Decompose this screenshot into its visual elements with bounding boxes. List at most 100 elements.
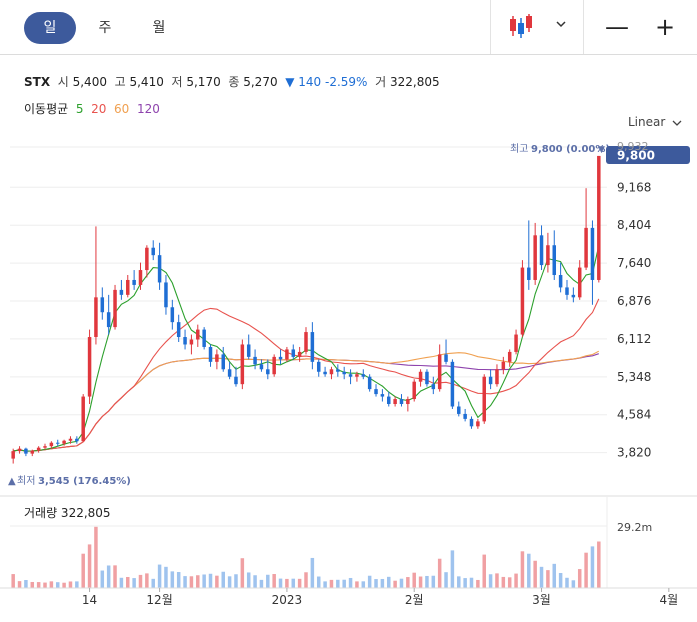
candle-body	[240, 344, 245, 385]
candle-body	[431, 384, 436, 390]
candle	[297, 346, 302, 362]
candle	[406, 396, 410, 412]
candle	[387, 391, 391, 407]
candle	[482, 374, 486, 424]
chart-type-selector[interactable]	[490, 0, 584, 54]
candle-body	[520, 267, 525, 335]
volume-bar	[342, 579, 346, 588]
y-tick-label: 6,112	[617, 332, 651, 346]
volume-bar	[533, 560, 537, 588]
candle-body	[577, 267, 582, 298]
candle	[68, 436, 73, 444]
low-label: 저	[171, 75, 183, 89]
volume-bar	[514, 573, 518, 588]
candle-body	[75, 438, 79, 442]
candle-body	[552, 245, 557, 276]
candle	[380, 389, 385, 402]
candle	[183, 329, 187, 350]
change-value: ▼ 140 -2.59%	[285, 75, 368, 89]
candle	[164, 275, 168, 315]
volume-bar	[323, 581, 327, 588]
volume-bar	[558, 573, 563, 588]
zoom-out-button[interactable]: —	[605, 13, 629, 41]
volume-bar	[552, 563, 557, 588]
candle	[36, 446, 41, 453]
volume-bar	[444, 572, 448, 588]
candle	[126, 275, 130, 298]
candle-body	[348, 374, 353, 377]
candle-body	[457, 406, 461, 414]
candle-body	[106, 312, 111, 328]
volume-bar	[546, 570, 550, 588]
volume-bar	[387, 576, 391, 588]
candle-body	[304, 332, 308, 352]
candle	[234, 366, 238, 387]
candle	[55, 439, 60, 447]
candle	[418, 369, 423, 387]
zoom-in-button[interactable]: +	[654, 13, 676, 41]
scale-selector[interactable]: Linear	[628, 115, 683, 129]
low-marker-arrow: ▲	[8, 476, 16, 487]
volume-bar	[176, 572, 181, 588]
volume-bar	[30, 581, 35, 588]
candle-body	[507, 351, 512, 362]
candle-body	[316, 361, 321, 372]
volume-label: 거	[375, 75, 387, 89]
volume-bar	[202, 574, 206, 588]
period-day-button[interactable]: 일	[24, 12, 76, 44]
candle	[374, 384, 378, 397]
candle	[304, 327, 308, 355]
volume-bar	[196, 575, 200, 588]
volume-bar	[208, 573, 213, 588]
period-month-button[interactable]: 월	[152, 20, 166, 36]
last-price-badge	[606, 146, 690, 164]
volume-bar	[126, 576, 130, 588]
volume-bar	[87, 544, 92, 588]
candle-body	[259, 364, 264, 370]
volume-bar	[170, 571, 175, 588]
candle	[310, 322, 315, 370]
volume-bar	[425, 575, 429, 588]
candle-body	[138, 270, 143, 285]
volume-bar	[157, 564, 162, 588]
ma-60-label: 60	[114, 102, 130, 116]
low-marker-value: 3,545 (176.45%)	[38, 476, 131, 487]
candle	[476, 418, 480, 429]
candle	[488, 369, 493, 390]
volume-bar	[590, 546, 595, 588]
volume-bar	[527, 553, 531, 588]
volume-bar	[495, 573, 499, 588]
candle-body	[444, 354, 448, 362]
candle-body	[425, 371, 429, 385]
volume-bar	[145, 573, 149, 588]
volume-bar	[367, 575, 372, 588]
volume-bar	[81, 553, 85, 588]
volume-bar	[418, 576, 423, 588]
volume-bar	[113, 565, 117, 588]
period-week-button[interactable]: 주	[98, 20, 112, 36]
candle	[253, 349, 257, 370]
x-tick-label: 3월	[532, 593, 551, 607]
candle-body	[157, 255, 162, 283]
candle	[176, 314, 181, 342]
low-marker-label: 최저	[17, 475, 35, 487]
candle-body	[393, 399, 397, 405]
candle-body	[571, 294, 576, 298]
moving-average-legend: 이동평균 5 20 60 120	[24, 100, 160, 117]
volume-bar	[11, 574, 15, 588]
volume-bar	[431, 575, 436, 588]
candle	[444, 339, 448, 365]
candle-body	[418, 371, 423, 382]
candle	[145, 245, 149, 278]
volume-bar	[234, 574, 238, 588]
candle-body	[514, 334, 518, 352]
volume-bar	[412, 572, 416, 588]
candle-body	[17, 448, 22, 452]
candle-body	[584, 227, 588, 268]
volume-bar	[183, 576, 187, 588]
candle-body	[164, 282, 168, 308]
candle	[196, 324, 200, 347]
volume-bar	[336, 579, 340, 588]
chevron-down-icon	[672, 120, 682, 126]
volume-bar	[476, 579, 480, 588]
